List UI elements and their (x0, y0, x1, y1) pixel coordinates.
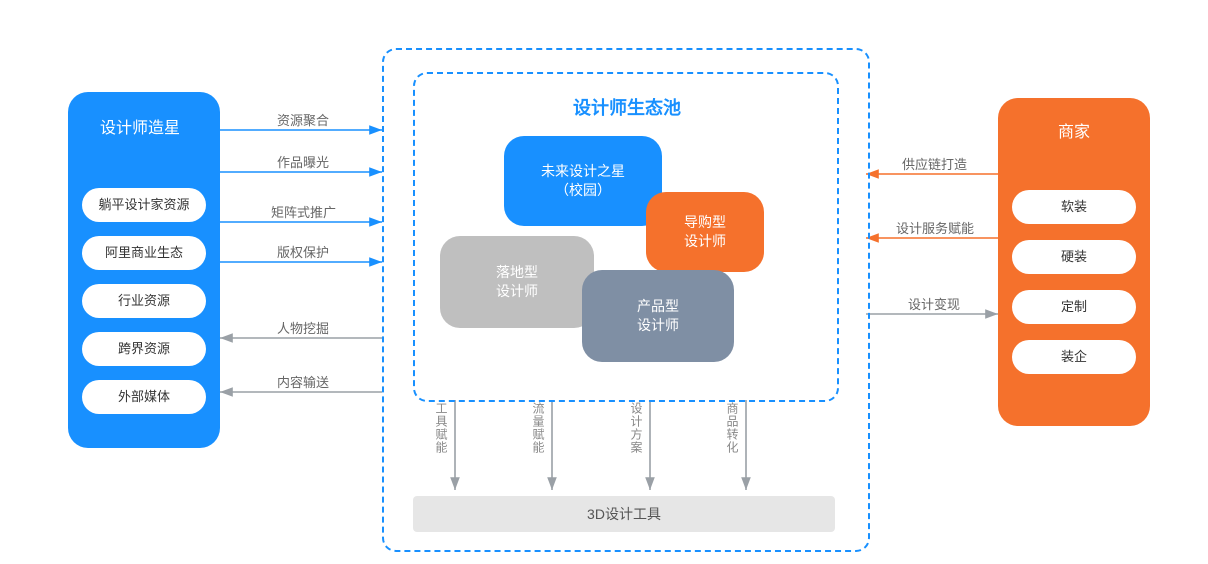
left-item-3: 跨界资源 (82, 332, 206, 366)
right-item-3: 装企 (1012, 340, 1136, 374)
arrow-label: 供应链打造 (902, 154, 967, 173)
arrow-label: 资源聚合 (277, 110, 329, 129)
down-arrow-label-0: 工具赋能 (433, 402, 450, 454)
right-item-2: 定制 (1012, 290, 1136, 324)
left-panel-title: 设计师造星 (100, 114, 180, 138)
down-arrow-label-1: 流量赋能 (530, 402, 547, 454)
arrow-label: 设计变现 (908, 294, 960, 313)
blob-slate: 产品型设计师 (582, 270, 734, 362)
blob-blue: 未来设计之星（校园） (504, 136, 662, 226)
right-item-1: 硬装 (1012, 240, 1136, 274)
down-arrow-label-2: 设计方案 (628, 402, 645, 454)
tool-bar: 3D设计工具 (413, 496, 835, 532)
arrow-label: 内容输送 (277, 372, 329, 391)
left-item-0: 躺平设计家资源 (82, 188, 206, 222)
arrow-label: 人物挖掘 (277, 318, 329, 337)
arrow-label: 设计服务赋能 (896, 218, 974, 237)
arrow-label: 矩阵式推广 (271, 202, 336, 221)
blob-gray: 落地型设计师 (440, 236, 594, 328)
left-item-4: 外部媒体 (82, 380, 206, 414)
left-item-1: 阿里商业生态 (82, 236, 206, 270)
left-item-2: 行业资源 (82, 284, 206, 318)
center-title: 设计师生态池 (573, 94, 681, 120)
down-arrow-label-3: 商品转化 (724, 402, 741, 454)
arrow-label: 作品曝光 (277, 152, 329, 171)
arrow-label: 版权保护 (277, 242, 329, 261)
right-item-0: 软装 (1012, 190, 1136, 224)
right-panel-title: 商家 (1058, 118, 1090, 142)
blob-orange: 导购型设计师 (646, 192, 764, 272)
